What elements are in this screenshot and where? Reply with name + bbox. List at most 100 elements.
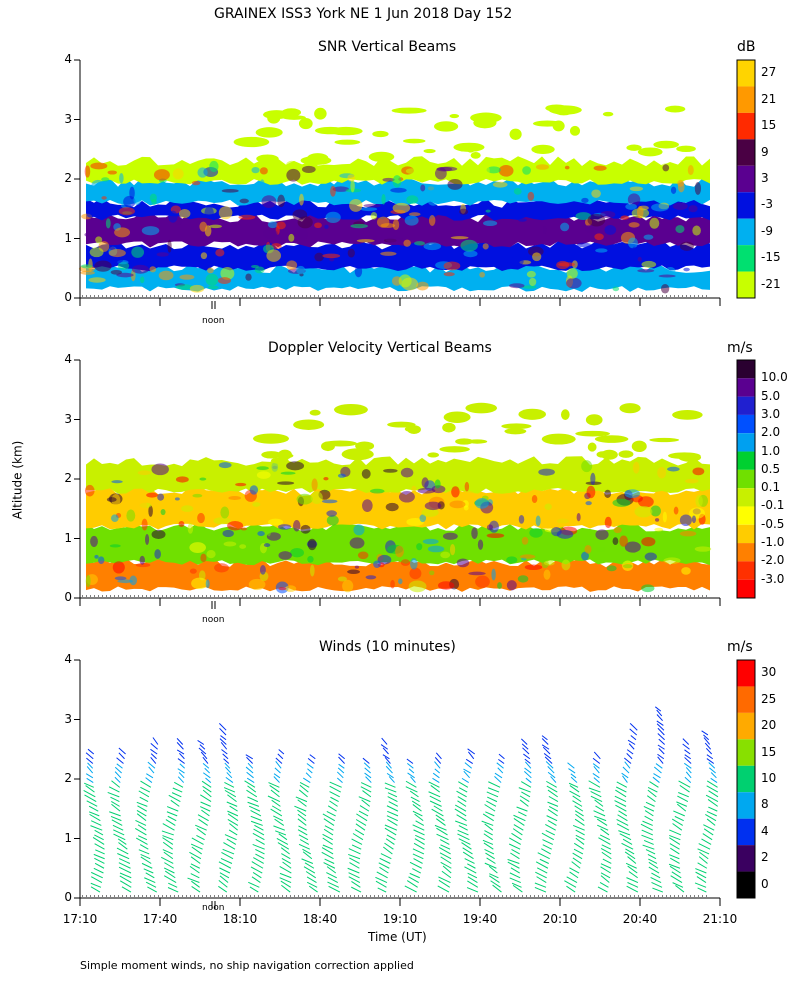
- snr-texture-cell: [483, 220, 498, 227]
- wind-barb: [513, 814, 526, 822]
- wind-barb: [541, 848, 551, 855]
- snr-texture-cell: [266, 249, 282, 262]
- wind-barb: [467, 880, 479, 888]
- wind-barb: [85, 785, 95, 793]
- doppler-texture-cell: [157, 493, 165, 501]
- wind-barb: [467, 876, 478, 883]
- snr-texture-cell: [584, 224, 595, 233]
- wind-barb: [440, 861, 452, 869]
- wind-barb: [168, 794, 181, 803]
- doppler-texture-cell: [475, 497, 489, 509]
- wind-barb: [708, 762, 716, 769]
- snr-texture-cell: [463, 250, 478, 258]
- wind-barb: [457, 829, 469, 836]
- snr-texture-cell: [350, 179, 355, 193]
- wind-barb: [599, 834, 611, 841]
- wind-barb: [379, 866, 389, 874]
- snr-upper-echo: [531, 144, 555, 155]
- wind-barb: [179, 752, 185, 760]
- wind-barb: [463, 770, 471, 779]
- snr-texture-cell: [89, 247, 104, 258]
- wind-barb: [648, 866, 660, 874]
- wind-barb: [189, 865, 200, 874]
- snr-upper-echo: [569, 125, 581, 136]
- wind-barb: [223, 787, 236, 793]
- wind-barb: [622, 766, 630, 774]
- doppler-y-tick-label: 4: [64, 352, 72, 366]
- wind-barb: [150, 743, 158, 750]
- wind-barb: [413, 829, 425, 836]
- doppler-texture-cell: [679, 530, 697, 537]
- wind-barb: [405, 786, 418, 793]
- snr-texture-cell: [221, 189, 239, 193]
- wind-barb: [355, 823, 366, 831]
- wind-barb: [535, 871, 547, 879]
- wind-barb: [509, 877, 521, 883]
- wind-barb: [519, 799, 529, 807]
- wind-barb: [385, 838, 395, 845]
- doppler-texture-cell: [590, 472, 596, 485]
- wind-barb: [295, 796, 308, 803]
- wind-barb: [657, 727, 665, 736]
- doppler-texture-cell: [189, 568, 197, 574]
- doppler-texture-cell: [309, 564, 315, 577]
- wind-barb: [435, 818, 446, 826]
- wind-barb: [380, 744, 389, 750]
- doppler-upper-echo: [585, 414, 603, 426]
- doppler-texture-cell: [114, 576, 127, 581]
- wind-barb: [138, 849, 150, 855]
- wind-barb: [710, 777, 718, 783]
- snr-texture-cell: [90, 162, 108, 170]
- figure-title: GRAINEX ISS3 York NE 1 Jun 2018 Day 152: [214, 6, 513, 22]
- wind-barb: [595, 805, 605, 812]
- wind-barb: [246, 771, 254, 779]
- winds-colorbar-swatch: [737, 792, 755, 819]
- wind-barb: [457, 796, 467, 803]
- wind-barb: [705, 814, 717, 822]
- snr-texture-cell: [382, 177, 395, 182]
- wind-barb: [375, 876, 388, 883]
- doppler-texture-cell: [192, 493, 203, 498]
- wind-barb: [602, 858, 612, 864]
- snr-colorbar-swatch: [737, 165, 755, 193]
- wind-barb: [672, 823, 683, 831]
- doppler-texture-cell: [248, 578, 266, 591]
- snr-upper-echo: [653, 140, 679, 149]
- doppler-texture-cell: [337, 473, 346, 478]
- wind-barb: [481, 820, 494, 826]
- wind-barb: [326, 811, 336, 817]
- wind-barb: [670, 847, 680, 855]
- doppler-texture-cell: [398, 578, 403, 585]
- snr-texture-cell: [677, 181, 685, 193]
- winds-colorbar-swatch: [737, 871, 755, 898]
- winds-colorbar-label: 25: [761, 691, 777, 706]
- wind-barb: [482, 839, 494, 845]
- doppler-colorbar-label: 0.1: [761, 480, 781, 495]
- wind-barb: [485, 852, 495, 860]
- wind-barb: [625, 848, 635, 855]
- wind-barb: [191, 880, 200, 888]
- doppler-upper-echo: [541, 433, 576, 445]
- wind-barb: [172, 787, 183, 793]
- wind-barb: [321, 851, 334, 860]
- wind-barb: [684, 757, 692, 764]
- doppler-texture-cell: [654, 518, 660, 522]
- wind-barb: [429, 795, 442, 803]
- wind-barb: [176, 749, 185, 755]
- snr-texture-cell: [286, 160, 298, 170]
- wind-barb: [569, 871, 579, 879]
- wind-barb: [487, 796, 498, 803]
- wind-barb: [204, 767, 211, 774]
- winds-x-tick-label: 17:10: [62, 912, 98, 926]
- snr-texture-cell: [139, 276, 145, 284]
- snr-texture-cell: [218, 206, 233, 220]
- wind-barb: [642, 820, 653, 826]
- wind-barb: [669, 865, 681, 874]
- doppler-texture-cell: [259, 565, 266, 575]
- wind-barb: [412, 824, 425, 831]
- doppler-texture-cell: [612, 537, 619, 546]
- wind-barb: [640, 823, 653, 831]
- doppler-texture-cell: [228, 496, 242, 500]
- wind-barb: [201, 780, 212, 788]
- wind-barb: [298, 843, 310, 850]
